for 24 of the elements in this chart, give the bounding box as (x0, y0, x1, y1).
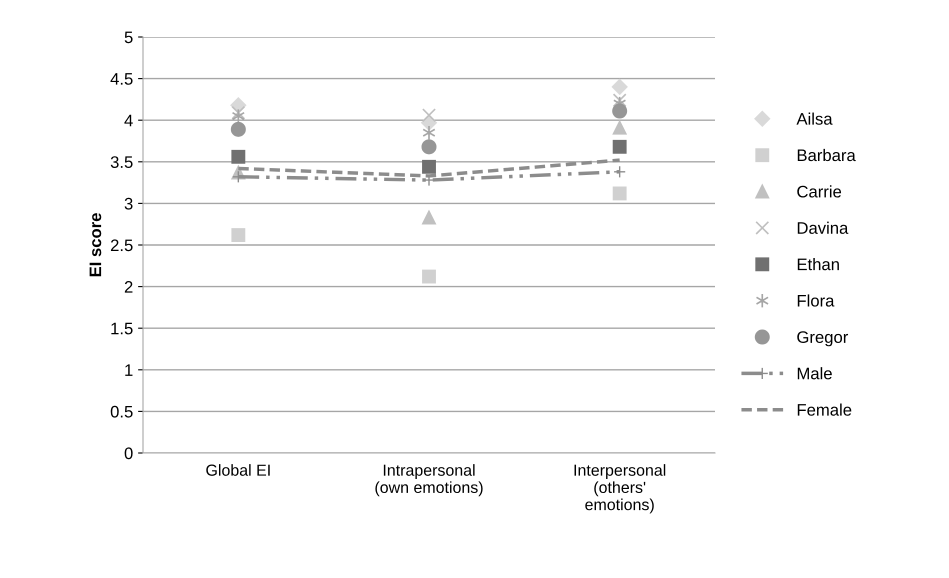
x-tick-label: Intrapersonal (own emotions) (375, 464, 483, 496)
y-tick-label: 1.5 (111, 322, 133, 334)
y-tick-label: 4 (124, 114, 133, 126)
y-axis-title: EI score (90, 213, 102, 276)
y-tick-label: 3 (124, 198, 133, 210)
legend-label: Carrie (797, 185, 842, 198)
y-tick-label: 0 (124, 447, 133, 460)
y-tick-label: 1 (125, 364, 132, 376)
x-tick-label: Interpersonal (others' emotions) (574, 464, 666, 514)
legend-label: Barbara (798, 148, 856, 162)
x-tick-label: Global EI (206, 464, 270, 476)
legend-label: Flora (798, 294, 834, 307)
y-tick-label: 5 (124, 32, 133, 44)
legend-label: Male (798, 367, 832, 380)
legend-label: Female (798, 404, 852, 416)
y-tick-label: 2.5 (110, 239, 133, 252)
y-tick-label: 0.5 (110, 406, 133, 418)
y-tick-label: 3.5 (110, 156, 133, 168)
legend-label: Davina (798, 222, 848, 234)
y-tick-label: 4.5 (110, 73, 133, 85)
legend-label: Gregor (797, 331, 848, 346)
legend-label: Ailsa (796, 112, 833, 125)
y-tick-label: 2 (124, 281, 132, 293)
legend-label: Ethan (798, 258, 839, 270)
